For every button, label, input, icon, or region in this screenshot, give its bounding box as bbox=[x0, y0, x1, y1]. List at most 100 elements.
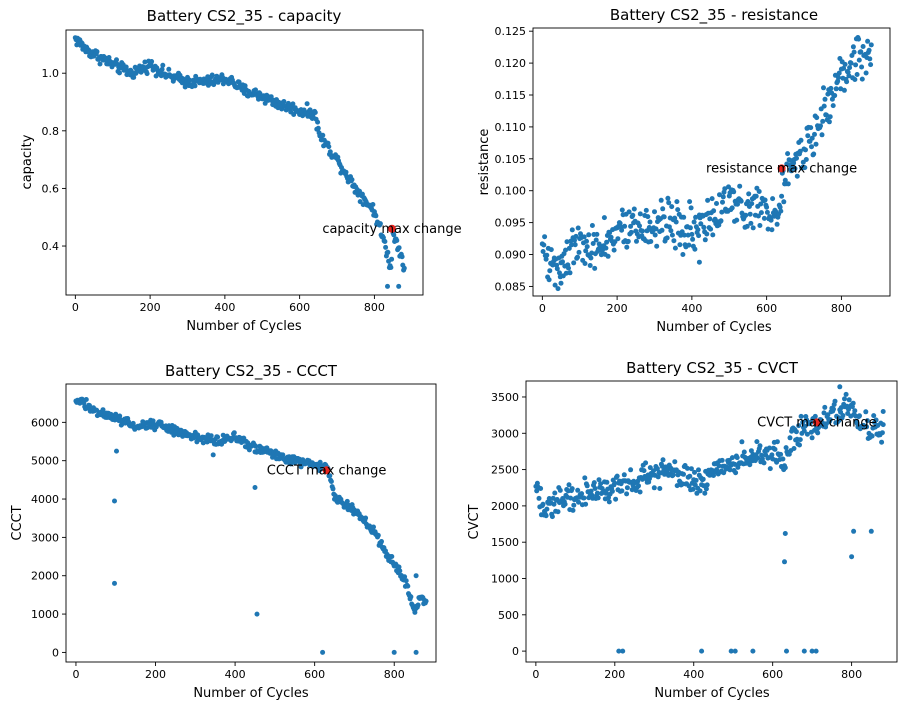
data-point bbox=[768, 217, 774, 223]
data-point bbox=[672, 215, 678, 221]
data-point bbox=[591, 480, 597, 486]
data-point bbox=[747, 462, 753, 468]
chart-title: Battery CS2_35 - resistance bbox=[610, 6, 818, 25]
data-point bbox=[779, 193, 785, 199]
data-point bbox=[675, 207, 681, 213]
data-point bbox=[385, 249, 391, 255]
data-point bbox=[873, 417, 879, 423]
data-point bbox=[707, 216, 713, 222]
data-point bbox=[856, 57, 862, 63]
data-point bbox=[695, 227, 701, 233]
axis-ticks: 0 200 400 600 800 0 500 1000 1500 2000 2500 3000 350… bbox=[491, 391, 862, 681]
data-point bbox=[769, 452, 775, 458]
y-tick-label: 0.8 bbox=[42, 125, 60, 138]
data-point bbox=[825, 91, 831, 97]
data-point bbox=[681, 232, 687, 238]
data-point bbox=[330, 486, 336, 492]
max-change-marker bbox=[777, 164, 786, 173]
data-point bbox=[672, 245, 678, 251]
data-point bbox=[703, 486, 709, 492]
data-point bbox=[645, 214, 651, 220]
data-point bbox=[583, 501, 589, 507]
annotation-text: resistance max change bbox=[706, 161, 857, 176]
data-point bbox=[827, 114, 833, 120]
data-point bbox=[764, 209, 770, 215]
data-point bbox=[637, 211, 643, 217]
y-tick-label: 0.085 bbox=[495, 280, 527, 293]
data-point bbox=[798, 413, 804, 419]
data-point bbox=[659, 227, 665, 233]
data-point bbox=[598, 481, 604, 487]
data-point bbox=[787, 162, 793, 168]
data-point bbox=[593, 237, 599, 243]
data-point bbox=[734, 455, 740, 461]
data-point bbox=[687, 199, 693, 205]
data-points bbox=[73, 396, 429, 655]
x-tick-label: 200 bbox=[145, 668, 166, 681]
data-point bbox=[714, 467, 720, 473]
x-tick-label: 200 bbox=[607, 302, 628, 315]
x-tick-label: 0 bbox=[72, 668, 79, 681]
data-point bbox=[761, 460, 767, 466]
data-point bbox=[792, 166, 798, 171]
data-point bbox=[733, 470, 739, 476]
data-point bbox=[794, 173, 800, 179]
data-point bbox=[704, 482, 710, 488]
data-point bbox=[854, 72, 860, 77]
data-point bbox=[625, 238, 631, 244]
data-point bbox=[687, 473, 693, 479]
data-point bbox=[317, 459, 323, 465]
data-point bbox=[423, 598, 429, 604]
data-point bbox=[97, 61, 103, 67]
y-tick-label: 0 bbox=[52, 646, 59, 659]
data-point bbox=[858, 49, 864, 55]
data-point bbox=[704, 231, 710, 237]
data-point bbox=[802, 165, 808, 171]
data-point bbox=[652, 232, 658, 238]
data-point bbox=[583, 248, 589, 254]
data-point bbox=[399, 254, 405, 260]
data-point bbox=[688, 466, 694, 472]
data-point bbox=[812, 131, 817, 137]
y-tick-label: 5000 bbox=[31, 455, 59, 468]
y-tick-label: 0.115 bbox=[495, 89, 527, 102]
data-point bbox=[851, 49, 857, 55]
chart-title: Battery CS2_35 - capacity bbox=[147, 7, 342, 26]
data-point bbox=[674, 483, 680, 489]
data-point bbox=[397, 568, 403, 574]
data-point bbox=[846, 73, 852, 79]
data-point bbox=[377, 221, 383, 227]
data-point bbox=[864, 424, 870, 430]
y-tick-label: 500 bbox=[498, 609, 519, 622]
data-point bbox=[859, 76, 865, 82]
outlier-point bbox=[750, 648, 756, 654]
x-axis-label: Number of Cycles bbox=[186, 319, 302, 334]
data-point bbox=[805, 133, 811, 139]
outlier-point bbox=[114, 448, 119, 454]
data-point bbox=[621, 472, 627, 478]
data-point bbox=[738, 198, 744, 204]
data-point bbox=[268, 94, 274, 100]
y-axis-label: CVCT bbox=[467, 504, 482, 539]
data-point bbox=[209, 72, 215, 78]
outlier-point bbox=[782, 559, 787, 565]
data-point bbox=[655, 474, 661, 480]
data-point bbox=[764, 204, 770, 210]
data-point bbox=[613, 496, 619, 502]
outlier-point bbox=[801, 648, 807, 654]
y-tick-label: 0.6 bbox=[42, 182, 60, 195]
data-point bbox=[555, 286, 561, 292]
data-point bbox=[200, 440, 206, 446]
data-point bbox=[631, 206, 637, 212]
data-point bbox=[754, 439, 760, 445]
data-point bbox=[865, 38, 871, 44]
data-point bbox=[584, 483, 590, 489]
data-point bbox=[772, 446, 778, 452]
axis-ticks: 0 200 400 600 800 0.4 0.6 0.8 1.0 bbox=[42, 67, 385, 314]
data-point bbox=[592, 265, 598, 271]
data-point bbox=[832, 93, 838, 98]
data-point bbox=[242, 83, 248, 89]
data-point bbox=[852, 77, 858, 82]
x-tick-label: 600 bbox=[762, 668, 783, 681]
data-point bbox=[741, 449, 747, 455]
